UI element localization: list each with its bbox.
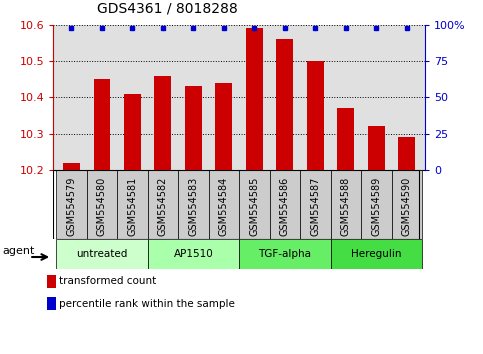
Text: GSM554589: GSM554589 [371, 177, 381, 236]
Text: TGF-alpha: TGF-alpha [258, 249, 312, 259]
Bar [300, 170, 330, 239]
Text: agent: agent [3, 246, 35, 256]
Bar [392, 170, 422, 239]
Text: GSM554587: GSM554587 [310, 177, 320, 236]
Bar [148, 239, 239, 269]
Bar [398, 137, 415, 170]
Bar [330, 239, 422, 269]
Bar [178, 170, 209, 239]
Bar [56, 239, 148, 269]
Text: GSM554586: GSM554586 [280, 177, 290, 236]
Bar [209, 170, 239, 239]
Text: GSM554579: GSM554579 [67, 177, 76, 236]
Text: GDS4361 / 8018288: GDS4361 / 8018288 [97, 2, 237, 16]
Text: GSM554583: GSM554583 [188, 177, 199, 236]
Text: GSM554581: GSM554581 [128, 177, 137, 236]
Bar [239, 239, 330, 269]
Bar [86, 170, 117, 239]
Text: transformed count: transformed count [59, 276, 157, 286]
Text: GSM554584: GSM554584 [219, 177, 229, 236]
Bar [94, 79, 110, 170]
Bar [63, 162, 80, 170]
Bar [148, 170, 178, 239]
Text: GSM554580: GSM554580 [97, 177, 107, 236]
Text: untreated: untreated [76, 249, 128, 259]
Bar [368, 126, 384, 170]
Text: GSM554582: GSM554582 [158, 177, 168, 236]
Bar [47, 297, 56, 310]
Text: AP1510: AP1510 [173, 249, 213, 259]
Bar [246, 28, 263, 170]
Text: GSM554585: GSM554585 [249, 177, 259, 236]
Bar [117, 170, 148, 239]
Bar [338, 108, 354, 170]
Bar [47, 275, 56, 289]
Bar [361, 170, 392, 239]
Bar [124, 94, 141, 170]
Bar [56, 170, 86, 239]
Bar [239, 170, 270, 239]
Bar [276, 39, 293, 170]
Bar [155, 75, 171, 170]
Bar [330, 170, 361, 239]
Text: percentile rank within the sample: percentile rank within the sample [59, 298, 235, 309]
Text: GSM554588: GSM554588 [341, 177, 351, 236]
Bar [185, 86, 202, 170]
Text: Heregulin: Heregulin [351, 249, 401, 259]
Text: GSM554590: GSM554590 [402, 177, 412, 236]
Bar [307, 61, 324, 170]
Bar [215, 83, 232, 170]
Bar [270, 170, 300, 239]
